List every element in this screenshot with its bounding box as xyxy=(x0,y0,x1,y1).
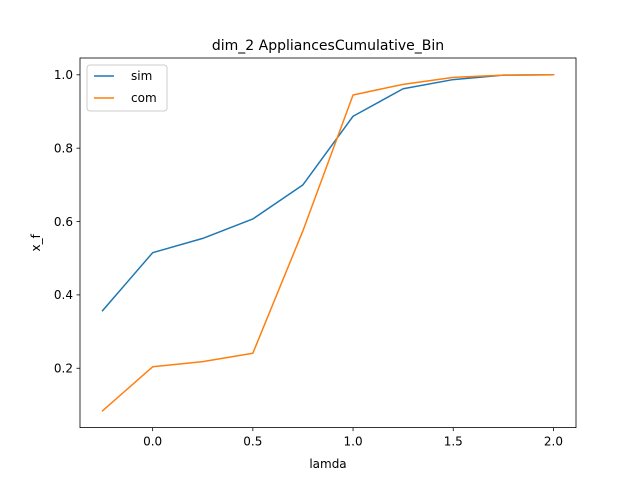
y-tick-label: 0.8 xyxy=(54,141,73,155)
y-tick-label: 0.6 xyxy=(54,215,73,229)
series-line-sim xyxy=(101,74,555,312)
x-tick-label: 1.0 xyxy=(344,435,363,449)
legend: sim com xyxy=(86,64,168,112)
y-axis-ticks: 0.2 0.4 0.6 0.8 1.0 xyxy=(54,68,80,376)
x-tick-label: 0.0 xyxy=(143,435,162,449)
x-axis-label: lamda xyxy=(309,457,346,471)
y-tick-label: 0.4 xyxy=(54,288,73,302)
x-axis-ticks: 0.0 0.5 1.0 1.5 2.0 xyxy=(143,427,563,449)
chart-title: dim_2 AppliancesCumulative_Bin xyxy=(212,38,444,54)
y-tick-label: 0.2 xyxy=(54,362,73,376)
series-line-com xyxy=(101,74,555,412)
x-tick-label: 2.0 xyxy=(544,435,563,449)
plot-frame xyxy=(79,57,577,429)
x-tick-label: 0.5 xyxy=(243,435,262,449)
y-tick-label: 1.0 xyxy=(54,68,73,82)
x-tick-label: 1.5 xyxy=(444,435,463,449)
y-axis-label: x_f xyxy=(29,233,43,251)
legend-label-com: com xyxy=(131,91,157,105)
legend-label-sim: sim xyxy=(131,69,152,83)
series-layer xyxy=(101,74,555,412)
